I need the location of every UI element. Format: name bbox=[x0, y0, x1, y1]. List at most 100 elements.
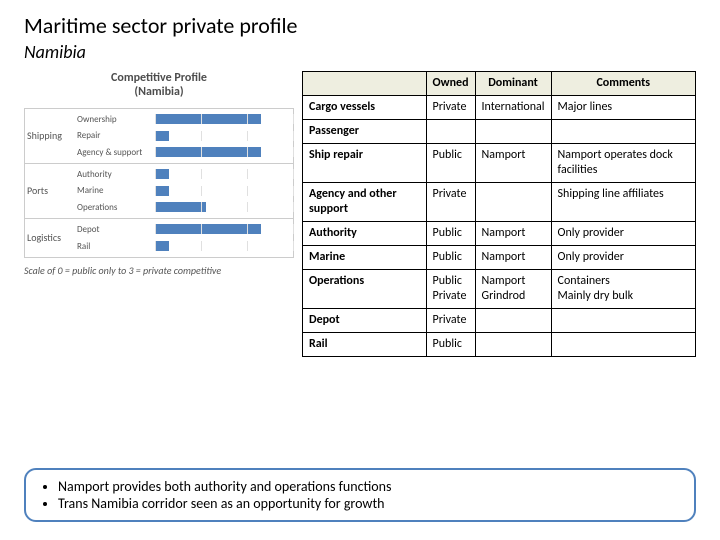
page-subtitle: Namibia bbox=[24, 41, 696, 63]
table-column-header: Dominant bbox=[475, 72, 551, 96]
table-cell: Public bbox=[426, 222, 475, 246]
table-row: Cargo vesselsPrivateInternationalMajor l… bbox=[303, 96, 696, 120]
table-cell: Public bbox=[426, 246, 475, 270]
table-cell: Private bbox=[426, 183, 475, 222]
table-panel: OwnedDominantCommentsCargo vesselsPrivat… bbox=[302, 71, 696, 357]
table-row-category: Ship repair bbox=[303, 144, 427, 183]
table-cell: Public bbox=[426, 333, 475, 357]
table-row: Ship repairPublicNamportNamport operates… bbox=[303, 144, 696, 183]
table-row: AuthorityPublicNamportOnly provider bbox=[303, 222, 696, 246]
chart-area: ShippingPortsLogistics Ownership Repair Age… bbox=[24, 108, 294, 258]
table-column-header: Owned bbox=[426, 72, 475, 96]
table-cell: Only provider bbox=[551, 222, 695, 246]
table-cell: NamportGrindrod bbox=[475, 270, 551, 309]
chart-bar-fill bbox=[155, 169, 169, 179]
chart-bar-track bbox=[155, 131, 293, 141]
chart-bar-label: Ownership bbox=[77, 114, 155, 125]
note-item: Trans Namibia corridor seen as an opport… bbox=[58, 495, 680, 512]
chart-bar-track bbox=[155, 241, 293, 251]
chart-bar-label: Rail bbox=[77, 241, 155, 252]
chart-bar-label: Marine bbox=[77, 185, 155, 196]
table-cell: ContainersMainly dry bulk bbox=[551, 270, 695, 309]
table-cell bbox=[551, 333, 695, 357]
table-cell bbox=[475, 120, 551, 144]
table-cell: Private bbox=[426, 309, 475, 333]
table-cell: Namport operates dock facilities bbox=[551, 144, 695, 183]
chart-bar-label: Authority bbox=[77, 169, 155, 180]
table-row: RailPublic bbox=[303, 333, 696, 357]
table-cell: International bbox=[475, 96, 551, 120]
chart-title: Competitive Profile(Namibia) bbox=[24, 71, 294, 100]
table-row: OperationsPublicPrivateNamportGrindrodCo… bbox=[303, 270, 696, 309]
table-column-header: Comments bbox=[551, 72, 695, 96]
table-cell: PublicPrivate bbox=[426, 270, 475, 309]
table-cell: Namport bbox=[475, 222, 551, 246]
table-row: MarinePublicNamportOnly provider bbox=[303, 246, 696, 270]
chart-bar-fill bbox=[155, 186, 169, 196]
notes-box: Namport provides both authority and oper… bbox=[24, 468, 696, 522]
table-row-category: Depot bbox=[303, 309, 427, 333]
chart-group: Authority Marine Operations bbox=[77, 164, 293, 219]
table-row: Agency and other supportPrivate Shipping … bbox=[303, 183, 696, 222]
chart-category-label: Shipping bbox=[25, 109, 77, 164]
chart-bar-fill bbox=[155, 114, 261, 124]
chart-bar-row: Marine bbox=[77, 183, 293, 199]
chart-bar-track bbox=[155, 224, 293, 234]
chart-bar-label: Repair bbox=[77, 130, 155, 141]
chart-bar-label: Operations bbox=[77, 202, 155, 213]
table-cell: Private bbox=[426, 96, 475, 120]
table-cell bbox=[475, 183, 551, 222]
chart-bar-fill bbox=[155, 202, 206, 212]
table-cell: Shipping line affiliates bbox=[551, 183, 695, 222]
table-row-category: Rail bbox=[303, 333, 427, 357]
table-row-category: Passenger bbox=[303, 120, 427, 144]
chart-bar-track bbox=[155, 202, 293, 212]
content-row: Competitive Profile(Namibia) ShippingPor… bbox=[24, 71, 696, 357]
table-cell bbox=[475, 333, 551, 357]
table-cell: Major lines bbox=[551, 96, 695, 120]
chart-bar-row: Repair bbox=[77, 128, 293, 144]
chart-bar-track bbox=[155, 114, 293, 124]
profile-table: OwnedDominantCommentsCargo vesselsPrivat… bbox=[302, 71, 696, 357]
table-cell bbox=[551, 120, 695, 144]
table-row: Passenger bbox=[303, 120, 696, 144]
chart-bar-row: Authority bbox=[77, 166, 293, 182]
chart-bar-label: Depot bbox=[77, 224, 155, 235]
chart-scale-note: Scale of 0 = public only to 3 = private … bbox=[24, 264, 294, 277]
chart-bar-fill bbox=[155, 131, 169, 141]
note-item: Namport provides both authority and oper… bbox=[58, 478, 680, 495]
chart-bar-row: Depot bbox=[77, 221, 293, 237]
table-row-category: Cargo vessels bbox=[303, 96, 427, 120]
table-row: DepotPrivate bbox=[303, 309, 696, 333]
chart-bar-row: Rail bbox=[77, 238, 293, 254]
chart-bar-fill bbox=[155, 224, 261, 234]
chart-category-label: Logistics bbox=[25, 219, 77, 257]
chart-bar-track bbox=[155, 186, 293, 196]
notes-list: Namport provides both authority and oper… bbox=[40, 478, 680, 512]
chart-bar-label: Agency & support bbox=[77, 147, 155, 158]
table-cell: Only provider bbox=[551, 246, 695, 270]
table-cell: Public bbox=[426, 144, 475, 183]
chart-group: Ownership Repair Agency & support bbox=[77, 109, 293, 164]
chart-bar-fill bbox=[155, 147, 261, 157]
chart-bar-fill bbox=[155, 241, 169, 251]
chart-bar-row: Operations bbox=[77, 199, 293, 215]
table-row-category: Marine bbox=[303, 246, 427, 270]
chart-group: Depot Rail bbox=[77, 219, 293, 257]
table-cell: Namport bbox=[475, 144, 551, 183]
chart-bar-row: Agency & support bbox=[77, 144, 293, 160]
table-row-category: Authority bbox=[303, 222, 427, 246]
table-cell bbox=[426, 120, 475, 144]
chart-category-label: Ports bbox=[25, 164, 77, 219]
chart-panel: Competitive Profile(Namibia) ShippingPor… bbox=[24, 71, 294, 357]
chart-bar-track bbox=[155, 169, 293, 179]
table-row-category: Operations bbox=[303, 270, 427, 309]
chart-bar-row: Ownership bbox=[77, 111, 293, 127]
table-cell bbox=[551, 309, 695, 333]
table-corner bbox=[303, 72, 427, 96]
page-title: Maritime sector private profile bbox=[24, 12, 696, 39]
table-cell bbox=[475, 309, 551, 333]
table-row-category: Agency and other support bbox=[303, 183, 427, 222]
chart-bar-track bbox=[155, 147, 293, 157]
table-cell: Namport bbox=[475, 246, 551, 270]
